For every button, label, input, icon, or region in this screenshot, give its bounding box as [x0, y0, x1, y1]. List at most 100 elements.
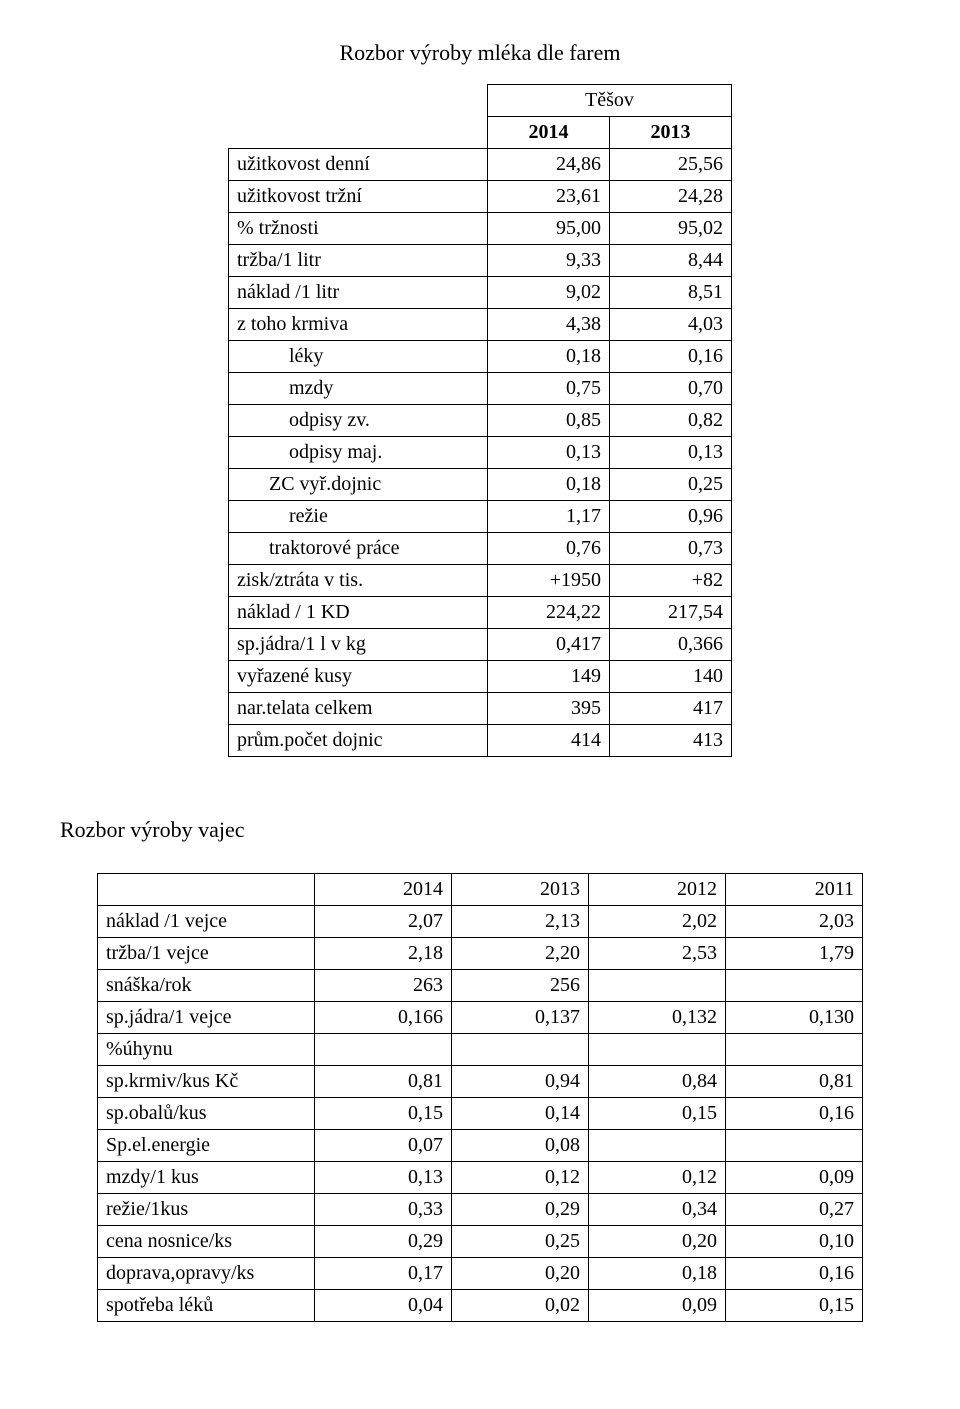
row-value: 0,81: [315, 1066, 452, 1098]
table-row: odpisy zv.0,850,82: [229, 405, 732, 437]
row-label: traktorové práce: [229, 533, 488, 565]
row-value: 0,27: [726, 1194, 863, 1226]
row-label: % tržnosti: [229, 213, 488, 245]
row-value: 0,15: [315, 1098, 452, 1130]
row-value: 0,34: [589, 1194, 726, 1226]
row-value: 8,51: [610, 277, 732, 309]
row-value: 417: [610, 693, 732, 725]
row-label: náklad /1 litr: [229, 277, 488, 309]
row-value: +82: [610, 565, 732, 597]
row-label: režie/1kus: [98, 1194, 315, 1226]
row-value: 0,12: [589, 1162, 726, 1194]
row-value: 0,16: [610, 341, 732, 373]
row-label: vyřazené kusy: [229, 661, 488, 693]
table-row: náklad / 1 KD224,22217,54: [229, 597, 732, 629]
row-label: užitkovost tržní: [229, 181, 488, 213]
milk-table-year-1: 2013: [610, 117, 732, 149]
row-value: 413: [610, 725, 732, 757]
row-value: 0,10: [726, 1226, 863, 1258]
row-value: [452, 1034, 589, 1066]
row-label: %úhynu: [98, 1034, 315, 1066]
row-label: sp.jádra/1 l v kg: [229, 629, 488, 661]
row-value: 95,02: [610, 213, 732, 245]
row-value: 0,29: [452, 1194, 589, 1226]
table-row: léky0,180,16: [229, 341, 732, 373]
row-value: 395: [488, 693, 610, 725]
row-value: 0,75: [488, 373, 610, 405]
table-row: nar.telata celkem395417: [229, 693, 732, 725]
eggs-table: 2014 2013 2012 2011 náklad /1 vejce2,072…: [97, 873, 863, 1322]
row-value: 0,18: [488, 469, 610, 501]
row-value: 95,00: [488, 213, 610, 245]
eggs-table-year-1: 2013: [452, 874, 589, 906]
row-value: [589, 1034, 726, 1066]
milk-table-year-0: 2014: [488, 117, 610, 149]
row-label: ZC vyř.dojnic: [229, 469, 488, 501]
table-row: tržba/1 vejce2,182,202,531,79: [98, 938, 863, 970]
row-label: mzdy: [229, 373, 488, 405]
table-row: spotřeba léků0,040,020,090,15: [98, 1290, 863, 1322]
row-label: zisk/ztráta v tis.: [229, 565, 488, 597]
row-label: sp.krmiv/kus Kč: [98, 1066, 315, 1098]
row-value: 0,02: [452, 1290, 589, 1322]
row-value: 256: [452, 970, 589, 1002]
row-value: 0,16: [726, 1258, 863, 1290]
milk-table-superheader: Těšov: [488, 85, 732, 117]
row-label: doprava,opravy/ks: [98, 1258, 315, 1290]
row-value: 1,79: [726, 938, 863, 970]
table-row: zisk/ztráta v tis.+1950+82: [229, 565, 732, 597]
row-value: 24,86: [488, 149, 610, 181]
table-row: užitkovost tržní23,6124,28: [229, 181, 732, 213]
row-value: [726, 970, 863, 1002]
table-row: traktorové práce0,760,73: [229, 533, 732, 565]
row-label: Sp.el.energie: [98, 1130, 315, 1162]
row-value: 0,18: [488, 341, 610, 373]
row-value: 0,13: [610, 437, 732, 469]
row-value: 0,166: [315, 1002, 452, 1034]
row-label: odpisy zv.: [229, 405, 488, 437]
row-label: prům.počet dojnic: [229, 725, 488, 757]
row-value: 1,17: [488, 501, 610, 533]
row-value: +1950: [488, 565, 610, 597]
table-row: cena nosnice/ks0,290,250,200,10: [98, 1226, 863, 1258]
row-value: 0,15: [726, 1290, 863, 1322]
eggs-table-year-0: 2014: [315, 874, 452, 906]
row-value: 0,18: [589, 1258, 726, 1290]
row-value: 0,13: [315, 1162, 452, 1194]
row-value: 0,29: [315, 1226, 452, 1258]
row-value: 0,366: [610, 629, 732, 661]
row-label: spotřeba léků: [98, 1290, 315, 1322]
table-row: %úhynu: [98, 1034, 863, 1066]
row-label: náklad / 1 KD: [229, 597, 488, 629]
row-label: odpisy maj.: [229, 437, 488, 469]
table-row: mzdy/1 kus0,130,120,120,09: [98, 1162, 863, 1194]
row-value: 0,13: [488, 437, 610, 469]
row-label: režie: [229, 501, 488, 533]
row-value: 0,82: [610, 405, 732, 437]
table-row: náklad /1 vejce2,072,132,022,03: [98, 906, 863, 938]
table-row: snáška/rok263256: [98, 970, 863, 1002]
table-row: užitkovost denní24,8625,56: [229, 149, 732, 181]
row-value: 0,08: [452, 1130, 589, 1162]
table-row: sp.jádra/1 l v kg0,4170,366: [229, 629, 732, 661]
table-row: sp.krmiv/kus Kč0,810,940,840,81: [98, 1066, 863, 1098]
row-label: tržba/1 litr: [229, 245, 488, 277]
row-value: 0,94: [452, 1066, 589, 1098]
row-label: snáška/rok: [98, 970, 315, 1002]
eggs-section-title: Rozbor výroby vajec: [60, 817, 900, 843]
row-value: 2,07: [315, 906, 452, 938]
table-row: doprava,opravy/ks0,170,200,180,16: [98, 1258, 863, 1290]
row-value: 217,54: [610, 597, 732, 629]
row-value: 0,417: [488, 629, 610, 661]
row-value: 0,132: [589, 1002, 726, 1034]
row-value: 414: [488, 725, 610, 757]
page-title: Rozbor výroby mléka dle farem: [60, 40, 900, 66]
row-value: 0,12: [452, 1162, 589, 1194]
row-value: 0,85: [488, 405, 610, 437]
row-value: 23,61: [488, 181, 610, 213]
row-value: 2,20: [452, 938, 589, 970]
row-value: 0,84: [589, 1066, 726, 1098]
row-value: 2,13: [452, 906, 589, 938]
table-row: prům.počet dojnic414413: [229, 725, 732, 757]
table-row: sp.obalů/kus0,150,140,150,16: [98, 1098, 863, 1130]
